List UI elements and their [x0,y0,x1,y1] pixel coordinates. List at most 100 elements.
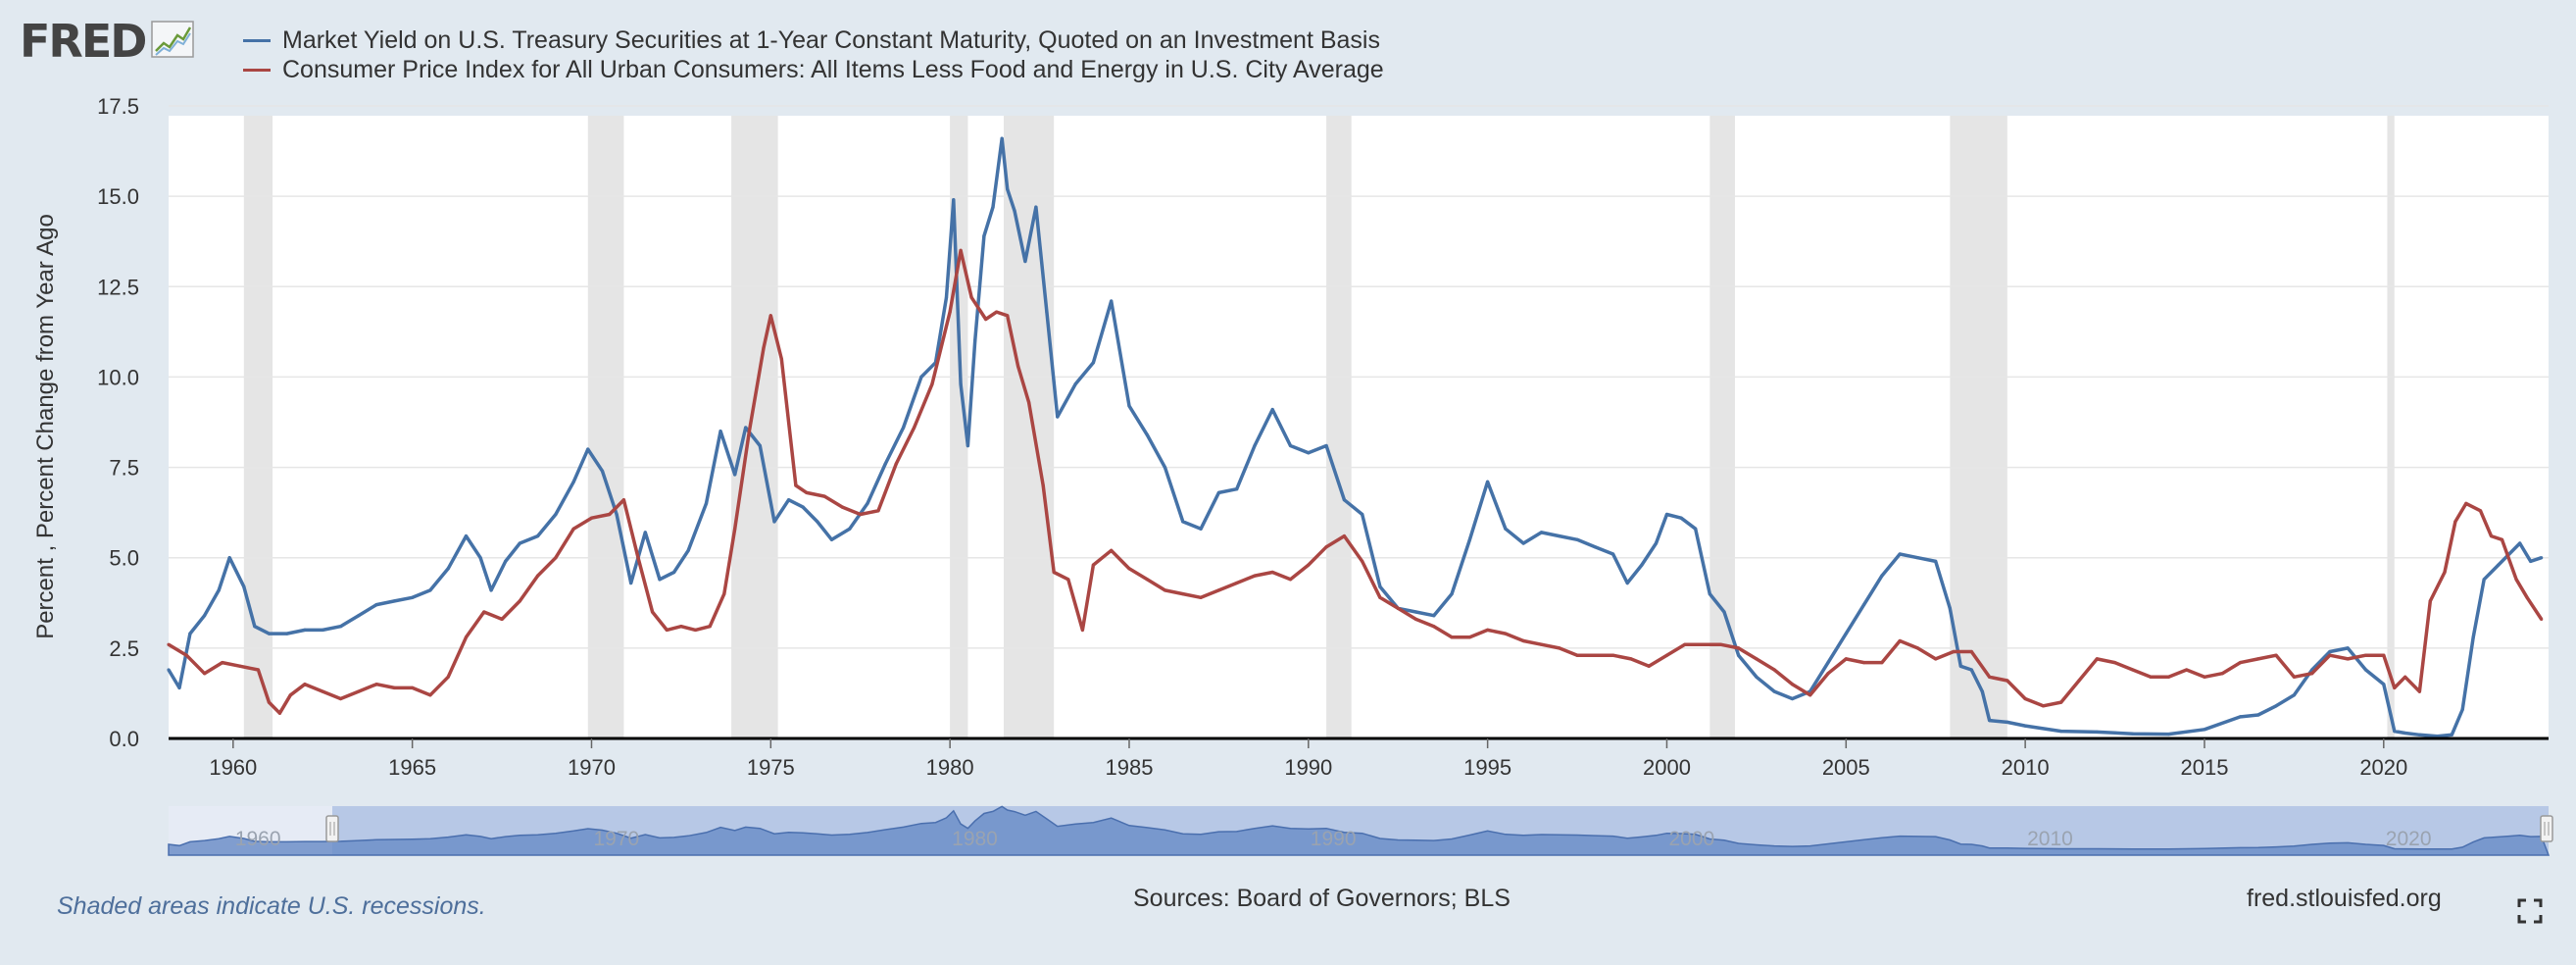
data-point [794,483,798,487]
data-point [2095,730,2099,735]
data-point [536,534,540,538]
data-point [718,430,722,433]
series-line-0[interactable] [167,136,2543,738]
data-point [2417,733,2421,736]
data-point [1575,653,1579,657]
data-point [2363,653,2368,657]
data-point [2500,537,2504,541]
data-point [1378,584,1382,588]
legend-item-treasury-yield[interactable]: Market Yield on U.S. Treasury Securities… [243,25,1384,55]
data-point [1253,443,1257,448]
fullscreen-icon[interactable] [2517,898,2543,929]
data-point [1808,693,1812,697]
data-point [959,248,963,252]
data-point [392,686,396,690]
data-point [1288,578,1293,582]
x-tick-label: 1985 [1105,755,1153,780]
data-point [1235,487,1239,491]
x-tick-label: 2010 [2002,755,2050,780]
data-point [1450,592,1454,596]
data-point [733,473,737,477]
fred-logo[interactable]: FRED [20,15,195,68]
navigator-label: 2020 [2386,828,2432,850]
data-point [747,430,752,433]
data-point [446,675,450,679]
data-point [902,426,906,430]
data-point [1755,675,1759,679]
data-point [1694,527,1698,531]
data-point [478,556,482,560]
data-point [267,700,271,704]
data-point [991,205,995,209]
data-point [982,234,986,238]
range-navigator[interactable]: 1960 1970 1980 1990 2000 2010 2020 [168,805,2553,856]
data-point [2393,686,2397,690]
data-point [1450,635,1454,639]
data-point [1432,625,1436,629]
data-point [2256,713,2260,717]
data-point [1629,657,1633,661]
data-point [848,527,852,531]
data-point [779,357,783,361]
data-point [303,628,307,633]
y-tick-label: 0.0 [109,727,139,751]
data-point [1378,595,1382,599]
data-point [2166,675,2170,679]
navigator-handle-left[interactable] [325,815,339,842]
data-point [1880,574,1884,578]
data-point [1342,498,1346,502]
data-point [1027,400,1031,404]
data-point [1898,552,1902,556]
recession-bands [243,116,2395,738]
legend-item-core-cpi[interactable]: Consumer Price Index for All Urban Consu… [243,55,1384,84]
navigator-handle-right[interactable] [2540,815,2553,842]
navigator-label: 2010 [2027,828,2073,850]
data-point [672,570,676,575]
data-point [518,541,521,545]
data-point [1934,559,1938,564]
data-point [203,614,207,618]
recession-band [950,116,968,738]
legend-swatch-core-cpi [243,68,271,72]
data-point [589,516,594,520]
data-point [2346,646,2350,650]
data-point [1045,310,1049,314]
data-point [883,462,887,466]
data-point [2514,578,2518,582]
data-point [959,382,963,386]
data-point [2540,617,2544,622]
data-point [1683,642,1687,646]
legend-label-core-cpi: Consumer Price Index for All Urban Consu… [282,55,1384,83]
data-point [1361,559,1364,564]
data-point [636,556,640,560]
data-point [374,683,378,686]
data-point [1504,632,1508,635]
chart-line-icon [151,20,195,63]
data-point [948,310,952,314]
data-point [600,469,605,473]
data-point [1772,689,1776,693]
data-point [1934,657,1938,661]
fred-url[interactable]: fred.stlouisfed.org [2247,885,2442,912]
data-point [1611,653,1615,657]
data-point [2363,668,2368,672]
data-point [1091,361,1095,365]
data-point [1073,382,1077,386]
data-point [768,314,772,318]
data-point [2310,672,2314,676]
data-point [1504,527,1508,531]
data-point [2023,696,2027,701]
data-point [1110,299,1114,303]
data-point [1718,642,1722,646]
navigator-label: 1960 [235,828,281,850]
data-point [2471,635,2475,639]
data-point [2220,672,2224,676]
data-point [787,498,791,502]
series-lines [167,136,2544,738]
data-point [1023,259,1027,264]
recession-band [243,116,273,738]
data-point [1041,483,1045,487]
data-point [2292,693,2296,697]
x-tick-label: 2020 [2359,755,2407,780]
data-point [1654,541,1659,545]
